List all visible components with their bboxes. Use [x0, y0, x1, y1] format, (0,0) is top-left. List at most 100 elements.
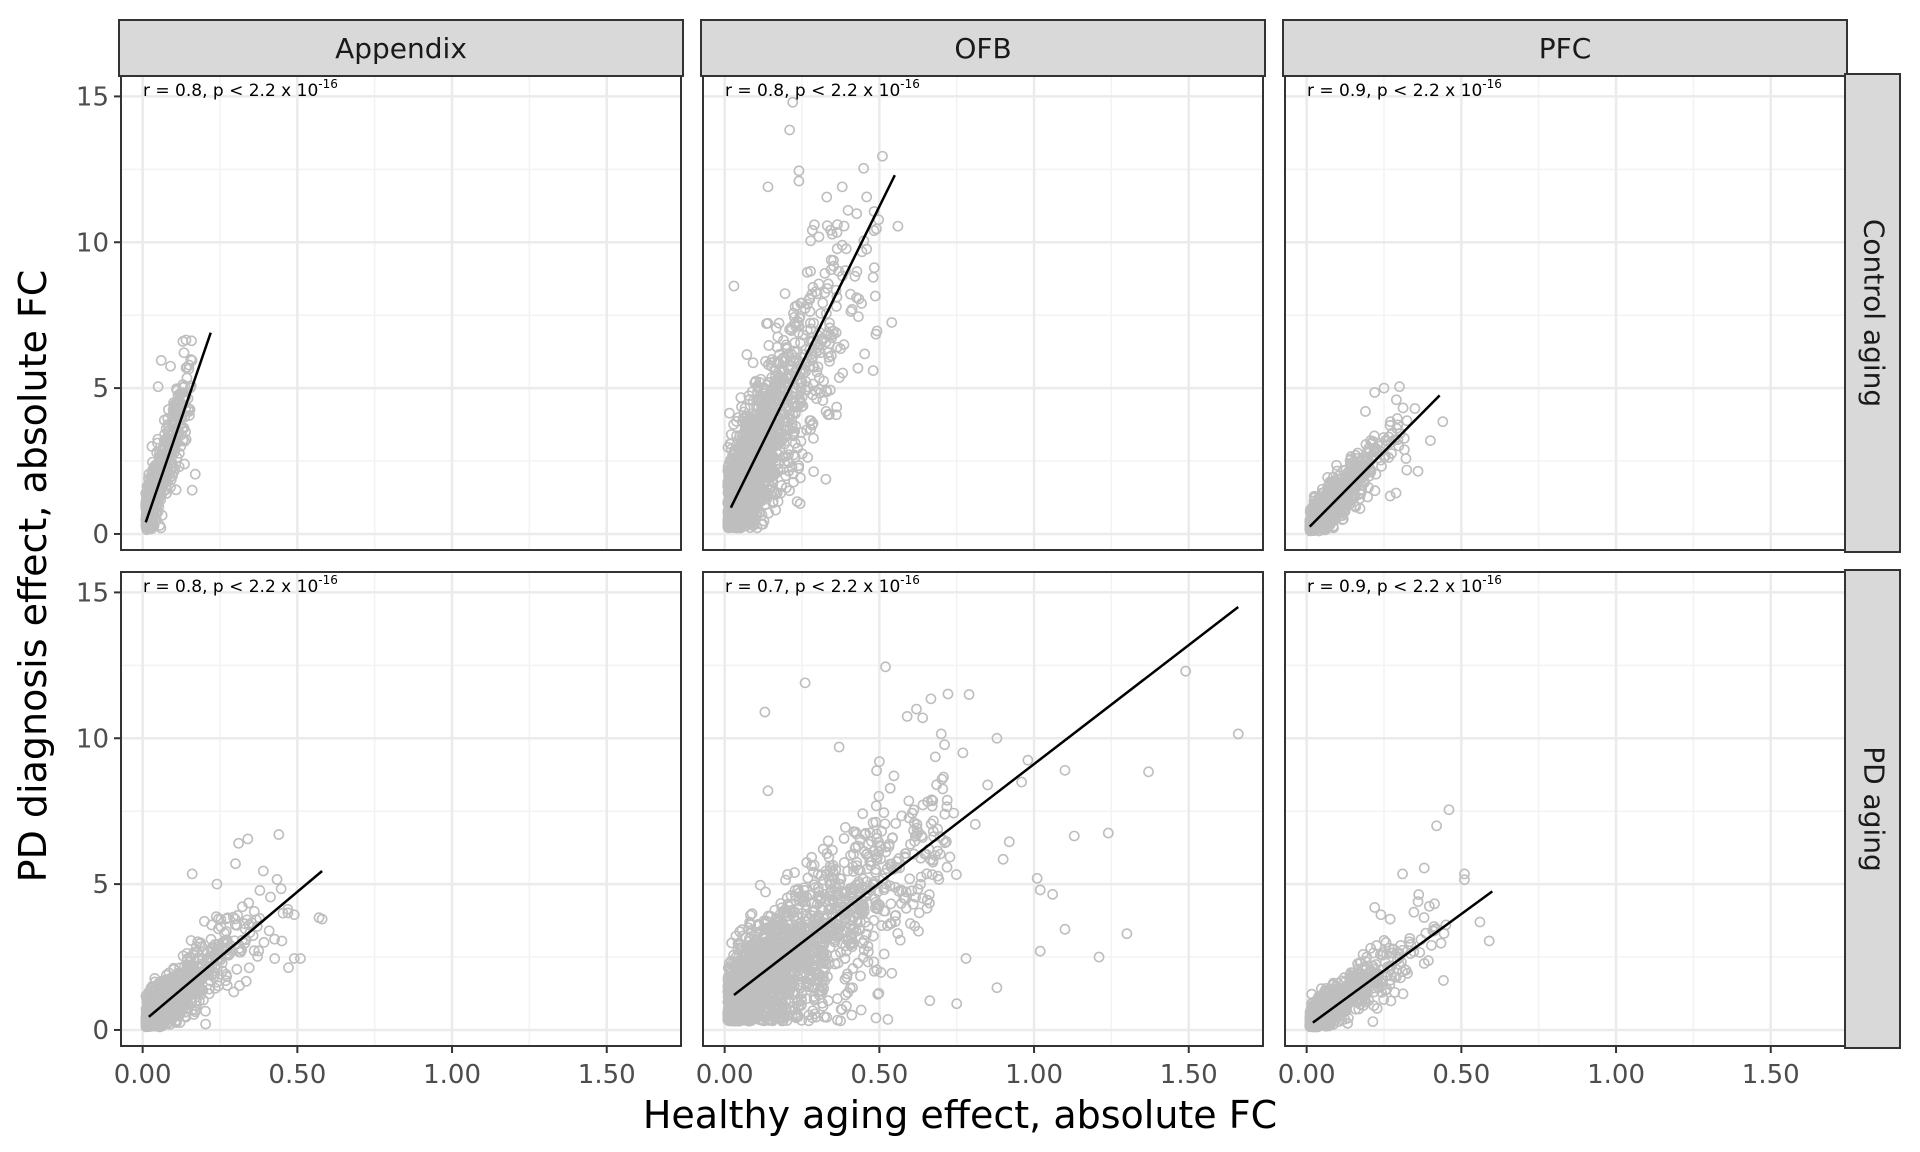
data-point	[750, 408, 761, 420]
data-point	[789, 407, 801, 418]
panel-ofb-pd-aging: r = 0.7, p < 2.2 x 10-160.00 0.50 1.00 1.50	[696, 571, 1264, 1090]
data-point	[189, 468, 201, 480]
data-point	[749, 487, 761, 499]
facet-strip-control-aging: Control aging	[1844, 73, 1901, 553]
data-point	[1386, 448, 1397, 459]
data-point	[831, 226, 843, 238]
data-point	[1397, 402, 1409, 414]
data-point	[822, 327, 834, 339]
data-point	[805, 323, 817, 335]
data-point	[751, 501, 763, 513]
panel-background	[1285, 76, 1845, 550]
data-point	[805, 353, 817, 365]
x-tick-label: 1.50	[578, 1060, 636, 1090]
data-point	[831, 219, 843, 231]
data-point	[152, 381, 164, 393]
data-point	[821, 283, 833, 294]
data-point	[1350, 501, 1362, 513]
data-point	[1349, 458, 1361, 470]
data-point	[1401, 464, 1413, 476]
data-point	[796, 297, 808, 309]
data-point	[788, 428, 799, 440]
data-point	[203, 988, 215, 1000]
data-point	[1335, 490, 1346, 502]
data-point	[1425, 435, 1436, 447]
data-point	[1390, 394, 1402, 406]
data-point	[183, 359, 195, 371]
facet-strip-label: Control aging	[1858, 219, 1891, 407]
data-point	[836, 181, 848, 193]
data-point	[185, 354, 197, 365]
data-point	[752, 381, 764, 393]
data-point	[765, 437, 777, 449]
data-point	[827, 325, 839, 337]
data-point	[807, 389, 819, 401]
data-point	[783, 444, 795, 456]
data-point	[200, 1005, 211, 1017]
data-point	[808, 317, 820, 329]
data-point	[156, 509, 168, 521]
x-tick-label: 0.50	[268, 1060, 326, 1090]
data-point	[807, 378, 819, 390]
facet-strip-appendix: Appendix	[118, 19, 684, 77]
data-points	[722, 96, 904, 534]
data-point	[817, 395, 829, 406]
data-point	[158, 414, 170, 426]
data-point	[1370, 468, 1382, 480]
data-point	[745, 509, 757, 521]
data-point	[833, 372, 845, 383]
data-point	[726, 522, 737, 533]
data-point	[742, 422, 753, 434]
data-point	[785, 325, 797, 337]
facet-strip-ofb: OFB	[700, 19, 1266, 77]
data-point	[886, 317, 898, 328]
correlation-annotation: r = 0.8, p < 2.2 x 10-16	[143, 573, 338, 597]
data-point	[775, 487, 787, 499]
data-point	[799, 384, 811, 396]
data-point	[206, 919, 218, 931]
data-point	[804, 292, 815, 304]
data-point	[1381, 435, 1393, 447]
data-point	[818, 375, 829, 387]
correlation-annotation: r = 0.8, p < 2.2 x 10-16	[725, 77, 920, 101]
data-point	[179, 458, 190, 470]
y-tick-label: 10	[76, 724, 109, 754]
x-tick-label: 1.00	[423, 1060, 481, 1090]
data-point	[1386, 428, 1398, 439]
data-point	[783, 449, 794, 461]
data-point	[1360, 406, 1371, 417]
data-point	[155, 354, 167, 366]
data-point	[760, 446, 772, 457]
data-point	[778, 378, 790, 390]
data-point	[795, 427, 807, 438]
y-tick-label: 5	[92, 870, 109, 900]
data-point	[744, 436, 755, 448]
data-point	[1369, 485, 1381, 497]
data-point	[737, 495, 749, 506]
data-point	[243, 919, 255, 931]
data-point	[807, 417, 819, 429]
panel-background	[703, 76, 1263, 550]
x-tick-label: 0.00	[114, 1060, 172, 1090]
data-points	[140, 829, 328, 1033]
data-point	[770, 504, 782, 516]
data-point	[808, 219, 820, 231]
data-point	[763, 478, 775, 490]
data-point	[821, 191, 833, 203]
data-point	[1378, 382, 1390, 394]
data-point	[1394, 381, 1405, 393]
panel-border	[1284, 75, 1846, 551]
data-point	[763, 507, 775, 519]
data-point	[730, 493, 741, 505]
data-point	[729, 475, 740, 486]
data-point	[741, 349, 753, 360]
data-point	[793, 320, 805, 331]
data-point	[146, 441, 158, 452]
data-point	[1412, 465, 1424, 477]
data-point	[845, 288, 856, 300]
data-point	[158, 441, 169, 453]
data-point	[803, 355, 815, 367]
data-point	[1360, 438, 1372, 450]
